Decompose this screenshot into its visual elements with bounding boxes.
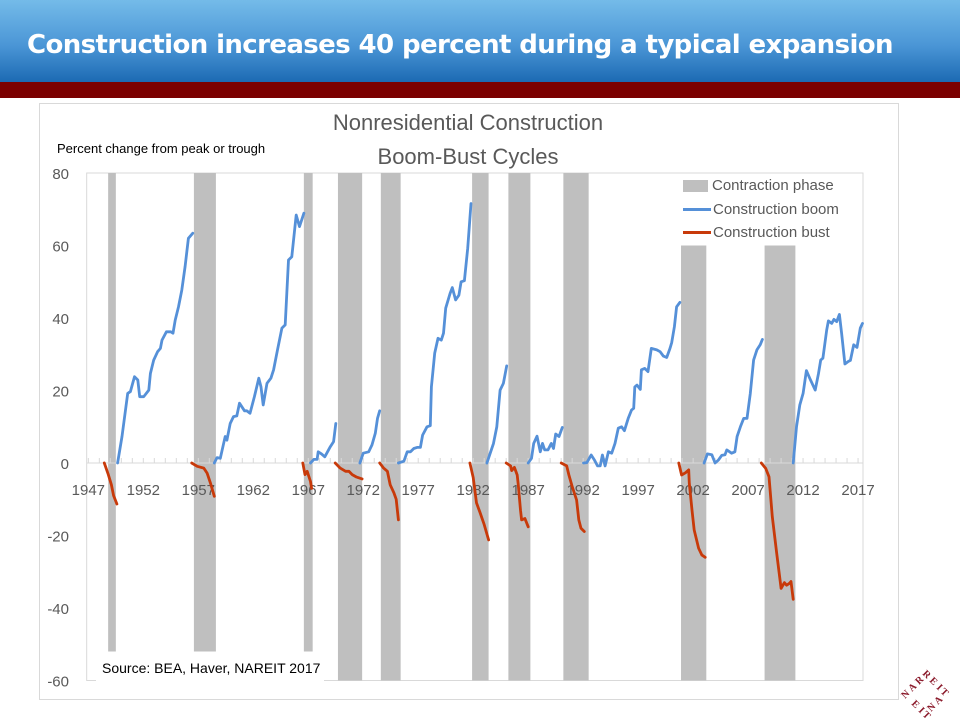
x-tick-label: 2017 bbox=[841, 482, 874, 499]
boom-line-segment bbox=[582, 300, 682, 468]
boom-line-segment bbox=[791, 312, 864, 465]
x-tick-label: 1952 bbox=[127, 482, 160, 499]
boom-line-segment bbox=[116, 231, 195, 465]
boom-line-segment bbox=[358, 409, 382, 465]
boom-line-segment bbox=[702, 337, 764, 465]
legend-swatch-bust bbox=[683, 231, 711, 235]
boom-line-segment bbox=[309, 422, 338, 465]
legend-item-boom: Construction boom bbox=[683, 198, 839, 222]
x-tick-label: 1987 bbox=[511, 482, 544, 499]
x-tick-label: 2002 bbox=[676, 482, 709, 499]
contraction-bar bbox=[337, 173, 363, 681]
contraction-bar bbox=[508, 173, 531, 681]
x-tick-label: 2007 bbox=[731, 482, 764, 499]
y-tick-label: -20 bbox=[47, 529, 69, 546]
legend-label: Construction boom bbox=[713, 200, 839, 218]
x-tick-label: 1967 bbox=[292, 482, 325, 499]
legend-swatch-contraction bbox=[683, 179, 708, 192]
y-tick-label: -40 bbox=[47, 601, 69, 618]
y-tick-label: 40 bbox=[52, 311, 69, 328]
y-tick-label: -60 bbox=[47, 674, 69, 691]
bust-line-segment bbox=[333, 461, 364, 481]
legend-label: Construction bust bbox=[713, 224, 830, 242]
y-axis-label: Percent change from peak or trough bbox=[57, 141, 266, 156]
boom-line-segment bbox=[212, 211, 306, 465]
boom-line-segment bbox=[396, 202, 473, 465]
slide-title: Construction increases 40 percent during… bbox=[27, 30, 894, 60]
bust-line-segment bbox=[301, 461, 314, 490]
svg-text:I: I bbox=[916, 705, 927, 716]
x-tick-label: 2012 bbox=[786, 482, 819, 499]
legend-item-contraction: Contraction phase bbox=[683, 174, 839, 198]
legend-item-bust: Construction bust bbox=[683, 221, 839, 245]
nareit-logo: R E I T N A R E I T N A bbox=[899, 668, 950, 718]
legend-label: Contraction phase bbox=[712, 177, 834, 195]
bust-line-segment bbox=[378, 461, 400, 522]
y-tick-label: 20 bbox=[52, 384, 69, 401]
boom-line-segment bbox=[526, 426, 564, 465]
svg-text:T: T bbox=[920, 709, 933, 718]
contraction-bar bbox=[563, 173, 589, 681]
bust-line-segment bbox=[468, 461, 491, 542]
x-tick-label: 1997 bbox=[621, 482, 654, 499]
slide-header: Construction increases 40 percent during… bbox=[0, 0, 960, 82]
contraction-bar bbox=[472, 173, 489, 681]
chart-title-line-1: Nonresidential Construction bbox=[332, 110, 604, 135]
x-tick-label: 1977 bbox=[402, 482, 435, 499]
bust-line-segment bbox=[677, 461, 707, 559]
source-note: Source: BEA, Haver, NAREIT 2017 bbox=[96, 655, 324, 682]
x-tick-label: 1962 bbox=[237, 482, 270, 499]
y-tick-label: 80 bbox=[52, 166, 69, 183]
contraction-bar bbox=[108, 173, 116, 652]
chart-title-line-2: Boom-Bust Cycles bbox=[377, 144, 559, 169]
contraction-bar bbox=[380, 173, 401, 681]
x-tick-label: 1982 bbox=[457, 482, 490, 499]
x-tick-label: 1957 bbox=[182, 482, 215, 499]
y-tick-label: 0 bbox=[61, 456, 69, 473]
boom-line-segment bbox=[485, 364, 509, 465]
contraction-bar bbox=[193, 173, 216, 652]
legend-swatch-boom bbox=[683, 207, 711, 211]
bust-line-segment bbox=[190, 461, 216, 498]
contraction-bar bbox=[303, 173, 313, 652]
bust-line-segment bbox=[759, 461, 795, 601]
chart-frame bbox=[39, 103, 899, 700]
bust-line-segment bbox=[504, 461, 530, 529]
header-band bbox=[0, 82, 960, 98]
x-tick-label: 1972 bbox=[347, 482, 380, 499]
bust-line-segment bbox=[559, 461, 586, 533]
legend: Contraction phase Construction boom Cons… bbox=[683, 174, 839, 245]
x-tick-label: 1947 bbox=[72, 482, 105, 499]
svg-text:I: I bbox=[934, 682, 945, 693]
bust-line-segment bbox=[102, 461, 119, 506]
y-tick-label: 60 bbox=[52, 239, 69, 256]
